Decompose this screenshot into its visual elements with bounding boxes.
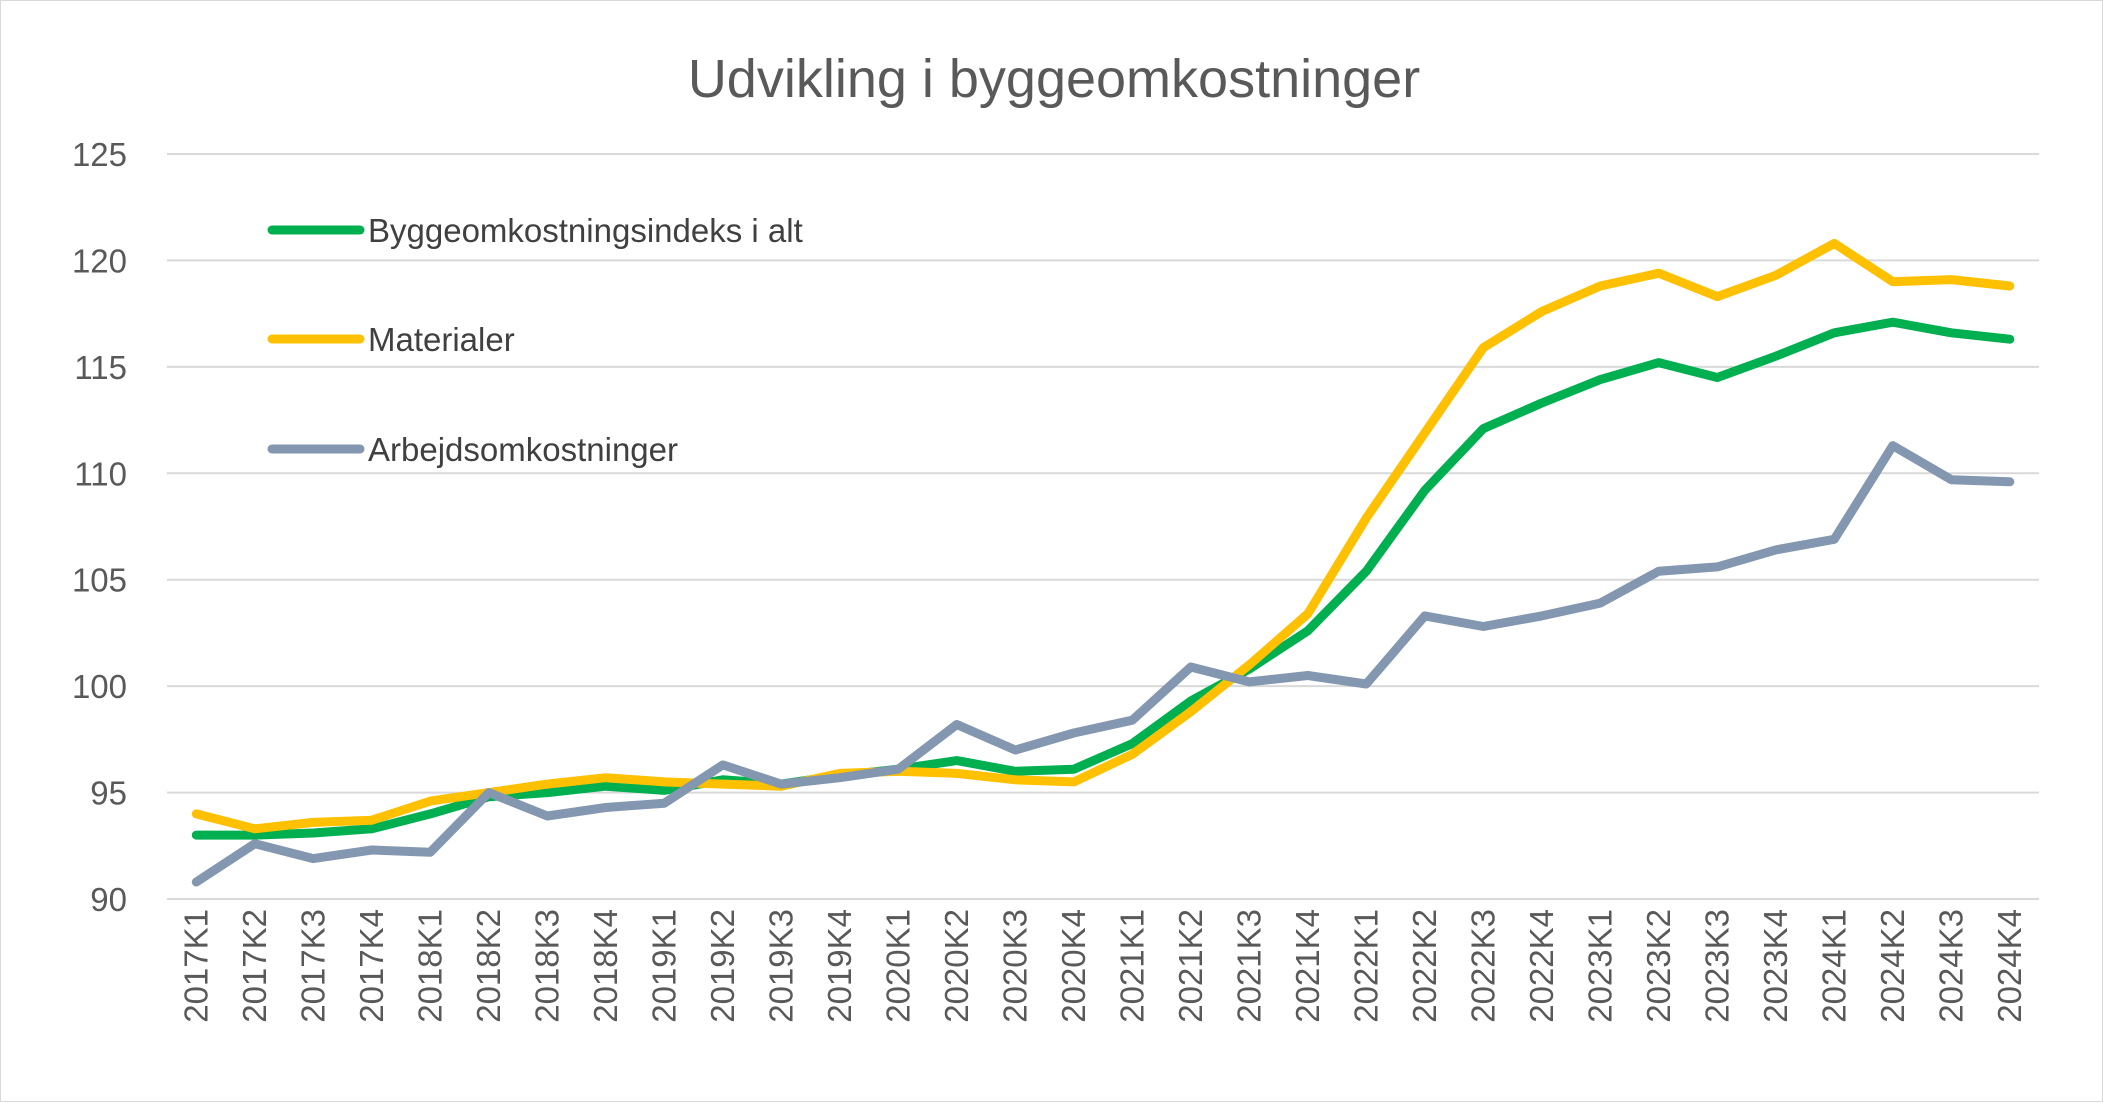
x-tick-label-2024K1: 2024K1 [1815,909,1852,1023]
x-tick-label-2020K4: 2020K4 [1055,909,1092,1023]
x-tick-label-2020K3: 2020K3 [996,909,1033,1023]
x-tick-label-2023K3: 2023K3 [1698,909,1735,1023]
x-axis-ticks: 2017K1 2017K2 2017K3 2017K4 2018K1 2018K2 2018… [177,909,2028,1023]
x-tick-label-2020K1: 2020K1 [879,909,916,1023]
legend: Byggeomkostningsindeks i alt Materialer Ar… [267,212,803,468]
series-line-byggeomkostningsindeks-i-alt [191,317,2015,840]
x-tick-label-2024K2: 2024K2 [1874,909,1911,1023]
x-tick-label-2017K1: 2017K1 [177,909,214,1023]
y-tick-label-95: 95 [90,775,127,812]
y-tick-label-120: 120 [72,242,127,279]
x-tick-label-2022K4: 2022K4 [1523,909,1560,1023]
x-tick-label-2019K4: 2019K4 [821,909,858,1023]
x-tick-label-2021K3: 2021K3 [1230,909,1267,1023]
x-tick-label-2018K4: 2018K4 [587,909,624,1023]
x-tick-label-2024K3: 2024K3 [1932,909,1969,1023]
x-tick-label-2020K2: 2020K2 [938,909,975,1023]
y-tick-label-115: 115 [74,349,127,386]
x-tick-label-2023K1: 2023K1 [1581,909,1618,1023]
y-tick-label-125: 125 [72,136,127,173]
x-tick-label-2017K3: 2017K3 [294,909,331,1023]
legend-label-materialer: Materialer [368,321,515,358]
x-tick-label-2022K2: 2022K2 [1406,909,1443,1023]
x-tick-label-2022K3: 2022K3 [1464,909,1501,1023]
gridlines [167,153,2039,900]
x-tick-label-2017K2: 2017K2 [236,909,273,1023]
x-tick-label-2023K2: 2023K2 [1640,909,1677,1023]
x-tick-label-2019K1: 2019K1 [645,909,682,1023]
x-tick-label-2018K3: 2018K3 [528,909,565,1023]
series-lines [191,238,2015,887]
y-tick-label-110: 110 [74,455,127,492]
chart-title: Udvikling i byggeomkostninger [688,49,1420,109]
y-tick-label-105: 105 [72,562,127,599]
y-axis-ticks: 90 95 100 105 110 115 120 125 [72,136,127,918]
x-tick-label-2021K1: 2021K1 [1113,909,1150,1023]
series-line-materialer [191,238,2015,834]
x-tick-label-2019K2: 2019K2 [704,909,741,1023]
x-tick-label-2024K4: 2024K4 [1991,909,2028,1023]
y-tick-label-100: 100 [72,668,127,705]
x-tick-label-2021K2: 2021K2 [1172,909,1209,1023]
x-tick-label-2022K1: 2022K1 [1347,909,1384,1023]
x-tick-label-2018K2: 2018K2 [470,909,507,1023]
legend-label-arbejdsomkostninger: Arbejdsomkostninger [368,431,678,468]
x-tick-label-2017K4: 2017K4 [353,909,390,1023]
y-tick-label-90: 90 [90,881,127,918]
x-tick-label-2023K4: 2023K4 [1757,909,1794,1023]
x-tick-label-2019K3: 2019K3 [762,909,799,1023]
x-tick-label-2018K1: 2018K1 [411,909,448,1023]
series-line-arbejdsomkostninger [191,441,2015,887]
x-tick-label-2021K4: 2021K4 [1289,909,1326,1023]
legend-label-byggeomkostningsindeks-i-alt: Byggeomkostningsindeks i alt [368,212,803,249]
